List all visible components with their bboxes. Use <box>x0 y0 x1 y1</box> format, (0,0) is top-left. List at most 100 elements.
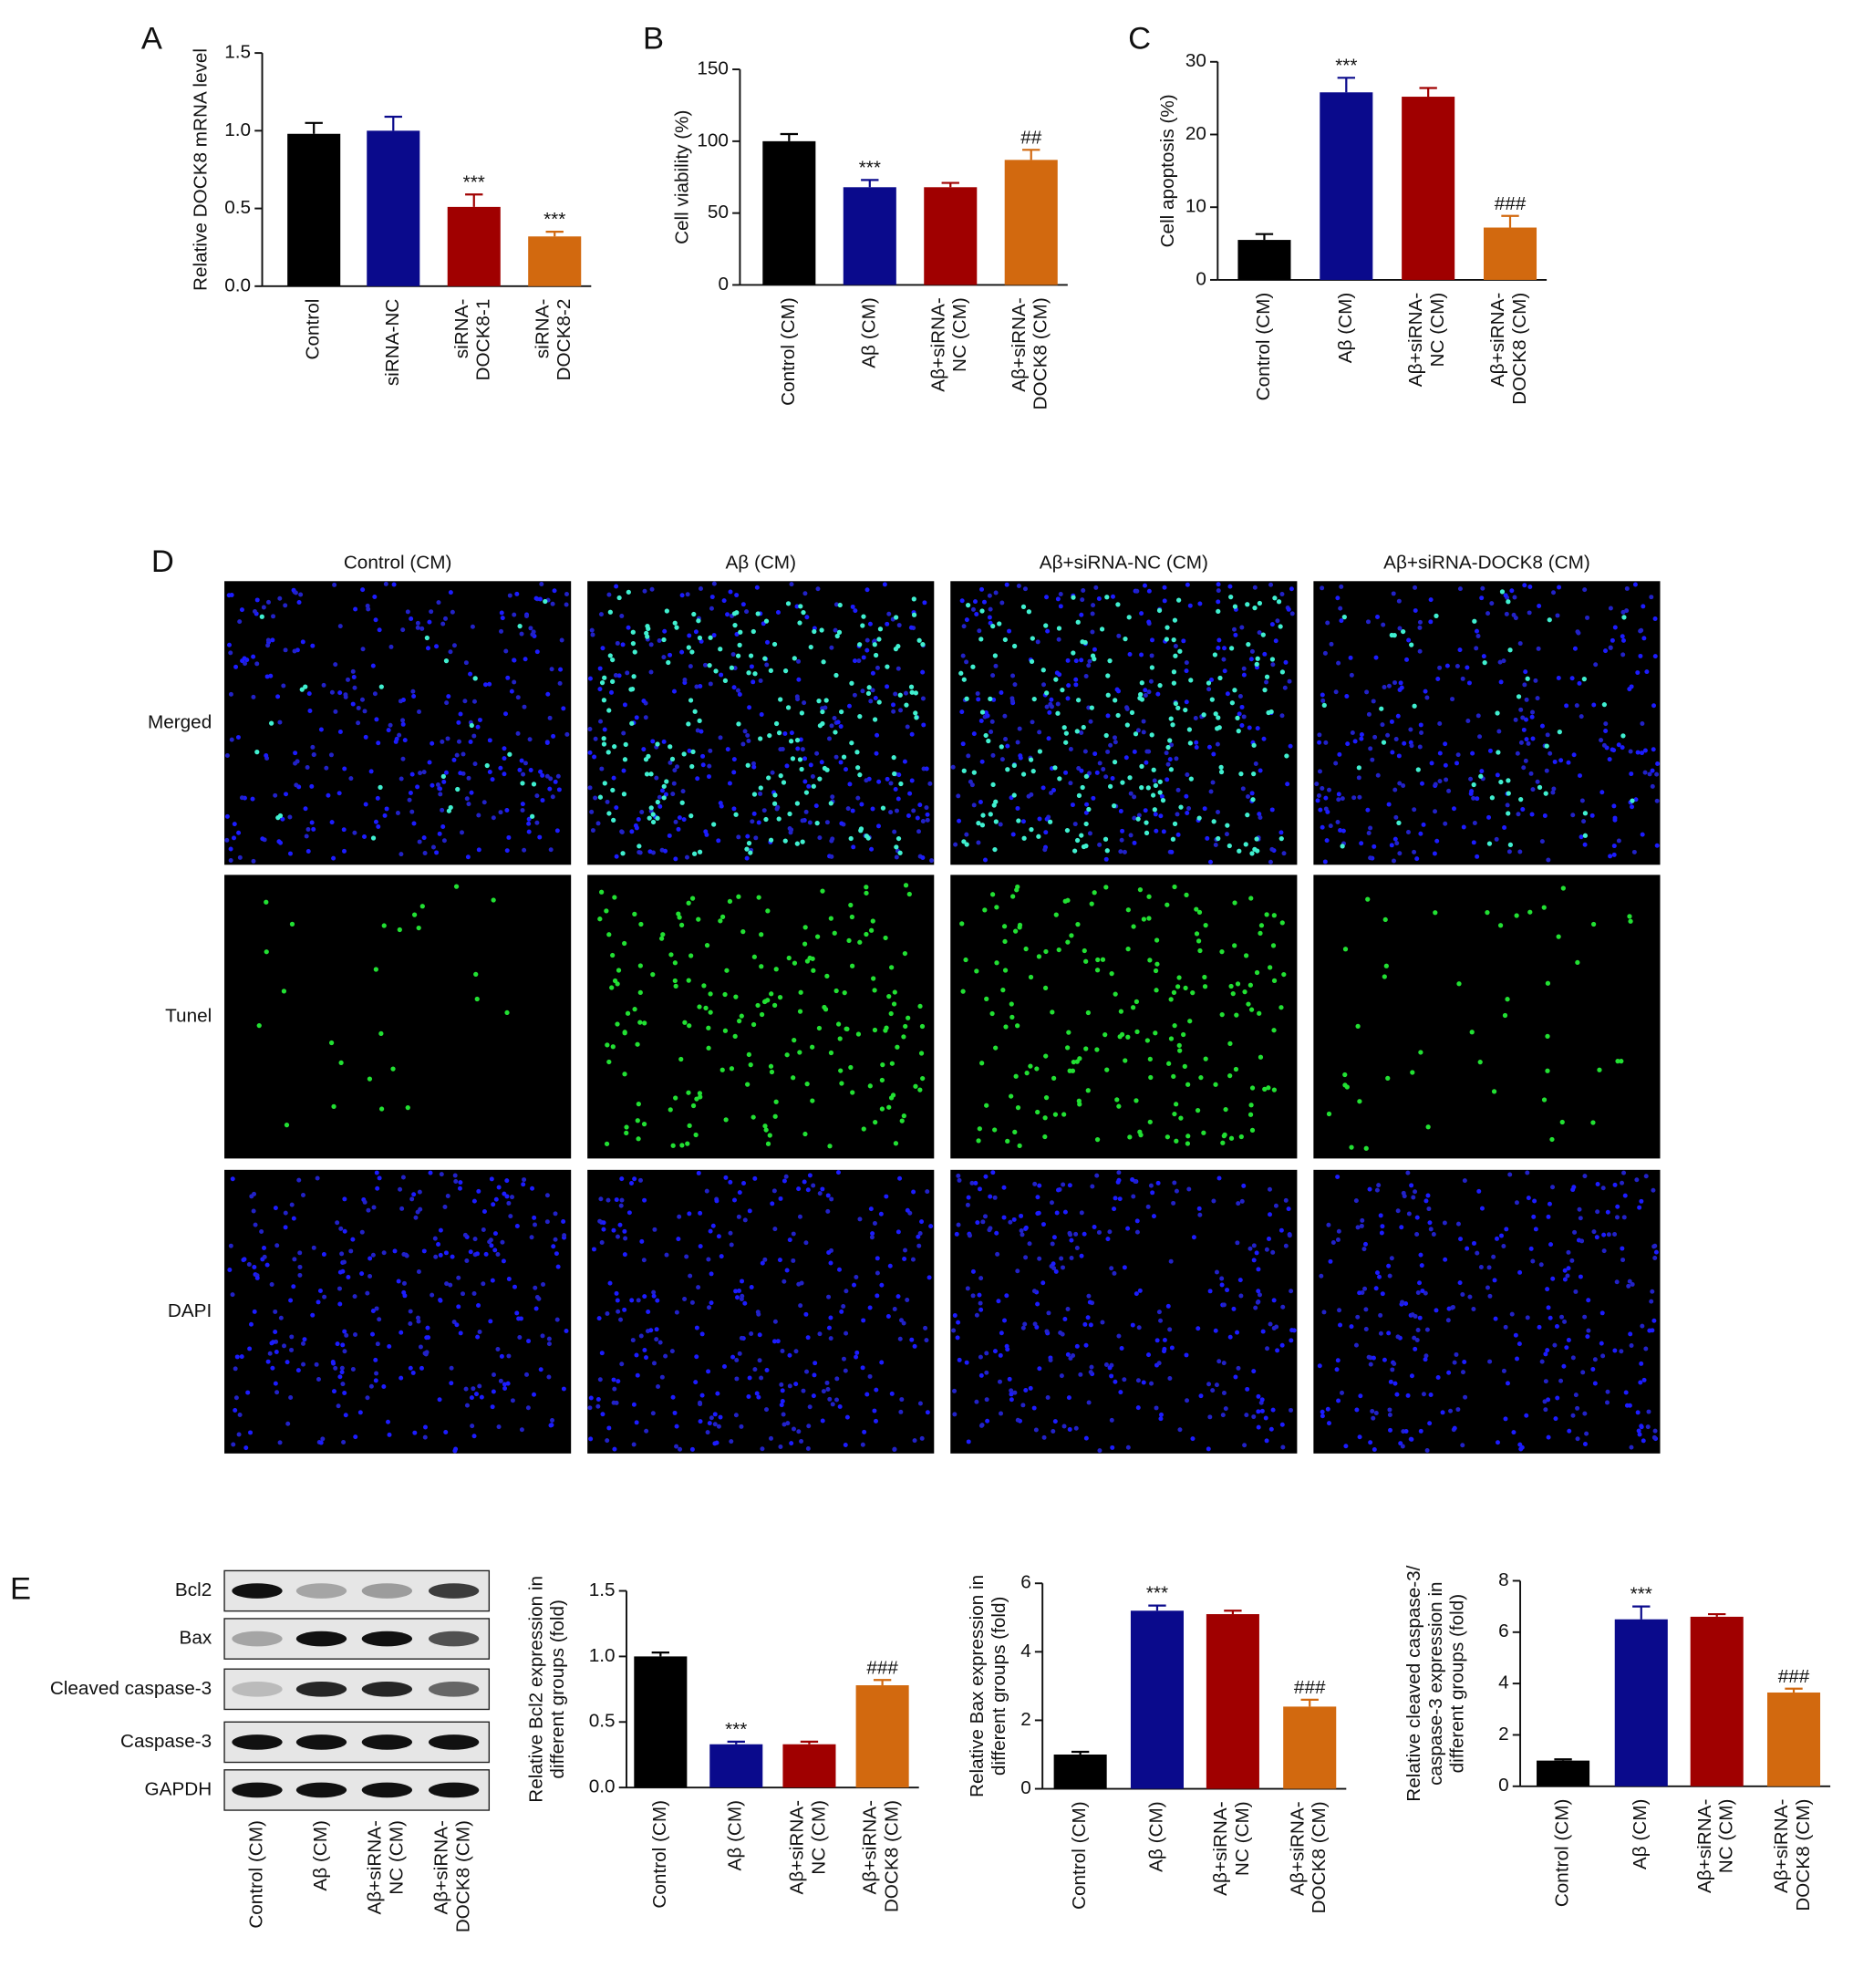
nucleus <box>897 1175 903 1181</box>
nucleus <box>716 1424 721 1429</box>
nucleus <box>1599 790 1605 795</box>
micrograph <box>224 581 572 865</box>
nucleus <box>471 1386 476 1392</box>
tunel-spot <box>1092 890 1097 896</box>
nucleus <box>911 808 916 813</box>
tunel-spot <box>1043 948 1049 955</box>
nucleus <box>637 850 643 855</box>
tunel-spot <box>1627 914 1632 919</box>
tunel-spot <box>1485 909 1490 916</box>
tunel-spot <box>1175 984 1181 989</box>
nucleus <box>1418 831 1423 836</box>
nucleus <box>706 1369 711 1374</box>
tunel-spot <box>1238 771 1244 777</box>
nucleus <box>1037 1256 1042 1261</box>
nucleus <box>1454 761 1460 766</box>
tunel-spot <box>604 1141 610 1146</box>
nucleus <box>267 1351 273 1356</box>
nucleus <box>1620 634 1625 639</box>
tunel-spot <box>1044 690 1050 696</box>
nucleus <box>1582 1442 1588 1447</box>
nucleus <box>1330 1240 1336 1245</box>
nucleus <box>885 1314 891 1319</box>
tunel-spot <box>988 812 993 817</box>
band <box>361 1734 413 1750</box>
tunel-spot <box>1260 632 1266 637</box>
nucleus <box>669 1349 675 1354</box>
tunel-spot <box>767 1133 772 1138</box>
nucleus <box>368 1383 374 1389</box>
tunel-spot <box>668 1107 673 1113</box>
tunel-spot <box>731 611 738 616</box>
nucleus <box>1475 1250 1480 1256</box>
tunel-spot <box>1471 782 1476 788</box>
nucleus <box>796 1281 802 1287</box>
tunel-spot <box>871 976 876 981</box>
nucleus <box>730 652 736 657</box>
nucleus <box>233 1395 239 1401</box>
nucleus <box>923 1325 928 1331</box>
nucleus <box>1423 1198 1429 1204</box>
nucleus <box>237 1413 243 1417</box>
nucleus <box>1264 1438 1269 1444</box>
nucleus <box>424 1335 430 1341</box>
tunel-spot <box>1024 1070 1030 1076</box>
tunel-spot <box>1028 757 1034 762</box>
nucleus <box>1116 1333 1122 1339</box>
error-bar <box>1071 1750 1090 1755</box>
tunel-spot <box>858 828 864 834</box>
nucleus <box>1615 1204 1620 1209</box>
tunel-spot <box>917 1003 923 1010</box>
y-tick-label: 6 <box>1498 1620 1509 1641</box>
tunel-spot <box>1011 643 1018 649</box>
nucleus <box>1344 694 1350 699</box>
nucleus <box>729 1242 734 1248</box>
nucleus <box>514 1224 520 1229</box>
nucleus <box>589 809 595 814</box>
nucleus <box>1254 1250 1259 1256</box>
micrograph <box>1313 581 1661 865</box>
nucleus <box>600 646 606 651</box>
tunel-spot <box>888 1010 894 1017</box>
nucleus <box>1002 1318 1008 1323</box>
nucleus <box>350 1237 356 1242</box>
nucleus <box>1387 1413 1392 1418</box>
tunel-spot <box>1262 688 1268 693</box>
nucleus <box>867 621 873 626</box>
nucleus <box>471 1434 477 1439</box>
tunel-spot <box>797 757 803 762</box>
tunel-spot <box>704 942 710 948</box>
nucleus <box>1328 1258 1333 1264</box>
nucleus <box>989 719 995 724</box>
nucleus <box>331 855 336 861</box>
nucleus <box>1412 807 1417 813</box>
nucleus <box>754 1391 760 1396</box>
nucleus <box>673 819 678 824</box>
nucleus <box>229 592 234 597</box>
nucleus <box>719 1254 724 1259</box>
nucleus <box>966 1195 971 1200</box>
nucleus <box>1289 1407 1293 1413</box>
nucleus <box>1606 1232 1611 1237</box>
nucleus <box>1471 1240 1476 1246</box>
nucleus <box>1136 1325 1142 1331</box>
bar <box>1237 240 1291 280</box>
nucleus <box>1065 657 1071 663</box>
tunel-spot <box>756 895 761 900</box>
nucleus <box>469 1395 474 1401</box>
nucleus <box>1151 1214 1156 1219</box>
nucleus <box>734 1295 740 1300</box>
nucleus <box>891 702 895 708</box>
bar <box>1483 227 1537 280</box>
y-axis-label: Relative DOCK8 mRNA level <box>191 48 212 291</box>
tunel-spot <box>604 908 609 914</box>
nucleus <box>1577 680 1582 686</box>
nucleus <box>395 810 400 815</box>
tunel-spot <box>256 1023 262 1029</box>
nucleus <box>489 1243 494 1248</box>
nucleus <box>499 1353 504 1359</box>
x-tick-label: Control (CM) <box>649 1800 670 1909</box>
nucleus <box>1333 761 1339 766</box>
